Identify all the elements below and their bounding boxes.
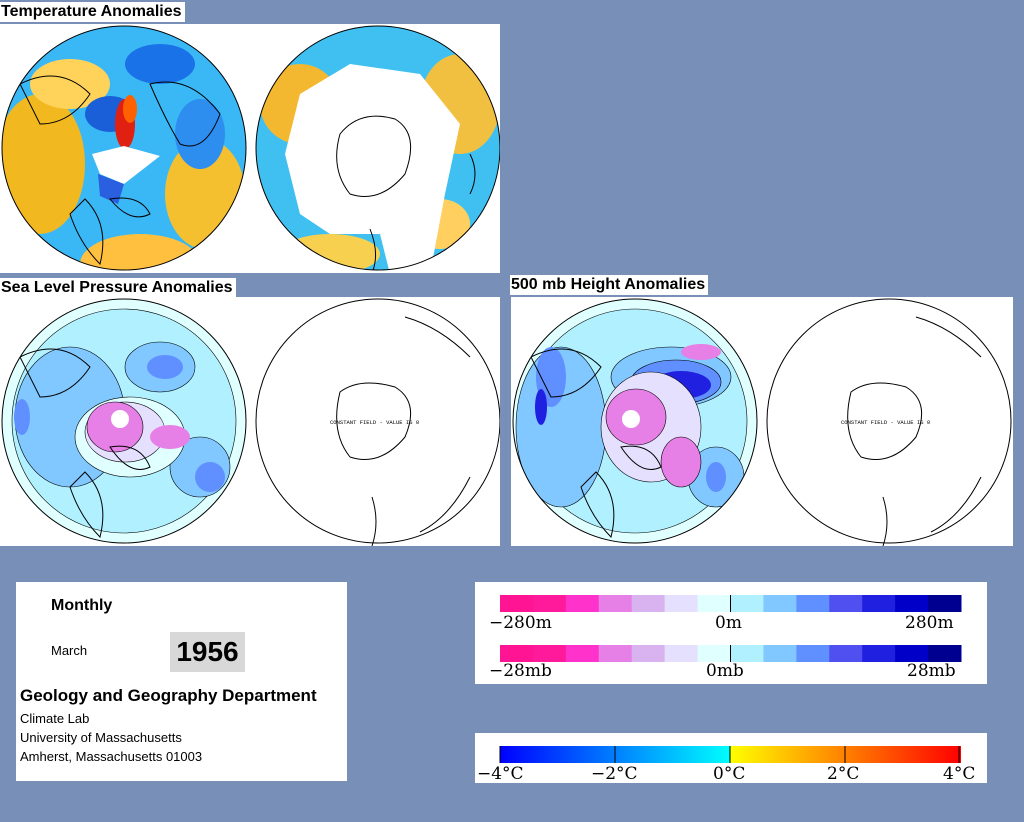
slp-constant-field-label: CONSTANT FIELD - VALUE IS 0 bbox=[330, 419, 419, 426]
pressure-colorbar-swatch bbox=[895, 645, 929, 662]
height-south-map: CONSTANT FIELD - VALUE IS 0 bbox=[766, 298, 1012, 546]
height-colorbar-swatch bbox=[928, 595, 962, 612]
pressure-colorbar-swatch bbox=[796, 645, 830, 662]
pressure-colorbar-swatch bbox=[598, 645, 633, 662]
temperature-anomalies-title: Temperature Anomalies bbox=[0, 2, 185, 22]
pressure-colorbar-swatch bbox=[829, 645, 863, 662]
height-north-map bbox=[513, 299, 757, 543]
temperature-north-map bbox=[2, 26, 246, 270]
pressure-colorbar-swatch bbox=[664, 645, 699, 662]
temperature-label-neg2: −2°C bbox=[591, 764, 638, 783]
height-zero-label: 0m bbox=[715, 613, 742, 633]
height-anomalies-title: 500 mb Height Anomalies bbox=[510, 275, 709, 295]
slp-north-map bbox=[2, 299, 246, 543]
height-constant-field-label: CONSTANT FIELD - VALUE IS 0 bbox=[841, 419, 930, 426]
pressure-colorbar-swatch bbox=[763, 645, 797, 662]
pressure-max-label: 28mb bbox=[907, 661, 956, 681]
temperature-anomalies-panel bbox=[0, 24, 500, 273]
height-max-label: 280m bbox=[905, 613, 954, 633]
pressure-colorbar-swatch bbox=[697, 645, 731, 662]
pressure-zero-label: 0mb bbox=[706, 661, 744, 681]
height-min-label: −280m bbox=[489, 613, 552, 633]
slp-anomalies-panel: CONSTANT FIELD - VALUE IS 0 bbox=[0, 297, 500, 546]
height-colorbar-swatch bbox=[862, 595, 896, 612]
pressure-colorbar-swatch bbox=[500, 645, 534, 662]
temperature-label-neg4: −4°C bbox=[477, 764, 524, 783]
pressure-colorbar-swatch bbox=[862, 645, 896, 662]
slp-south-map: CONSTANT FIELD - VALUE IS 0 bbox=[255, 298, 500, 546]
temperature-legend: −4°C −2°C 0°C 2°C 4°C bbox=[475, 733, 987, 783]
height-pressure-legend: −280m 0m 280m −28mb 0mb 28mb bbox=[475, 582, 987, 684]
pressure-min-label: −28mb bbox=[489, 661, 552, 681]
pressure-colorbar-swatch bbox=[730, 645, 764, 662]
pressure-colorbar-swatch bbox=[532, 645, 567, 662]
temperature-label-0: 0°C bbox=[713, 764, 745, 783]
height-colorbar-swatch bbox=[697, 595, 731, 612]
height-colorbar-swatch bbox=[730, 595, 764, 612]
height-colorbar-swatch bbox=[532, 595, 567, 612]
height-colorbar-swatch bbox=[763, 595, 797, 612]
temperature-south-map bbox=[256, 26, 500, 270]
height-colorbar-swatch bbox=[829, 595, 863, 612]
height-colorbar-swatch bbox=[631, 595, 666, 612]
height-colorbar-swatch bbox=[895, 595, 929, 612]
month-label: March bbox=[51, 643, 88, 658]
pressure-colorbar-swatch bbox=[631, 645, 666, 662]
info-box: Monthly March 1956 Geology and Geography… bbox=[16, 582, 347, 781]
address-line-1: Climate Lab bbox=[20, 711, 90, 726]
year-label: 1956 bbox=[170, 632, 245, 672]
temperature-label-2: 2°C bbox=[827, 764, 859, 783]
address-line-2: University of Massachusetts bbox=[20, 730, 182, 745]
department-label: Geology and Geography Department bbox=[20, 686, 317, 705]
height-colorbar-swatch bbox=[796, 595, 830, 612]
pressure-colorbar-swatch bbox=[928, 645, 962, 662]
pressure-colorbar bbox=[500, 645, 962, 662]
height-colorbar-swatch bbox=[664, 595, 699, 612]
address-line-3: Amherst, Massachusetts 01003 bbox=[20, 749, 203, 764]
period-label: Monthly bbox=[51, 597, 113, 614]
height-colorbar-swatch bbox=[500, 595, 534, 612]
height-anomalies-panel: CONSTANT FIELD - VALUE IS 0 bbox=[511, 297, 1013, 546]
height-colorbar-swatch bbox=[598, 595, 633, 612]
slp-anomalies-title: Sea Level Pressure Anomalies bbox=[0, 278, 236, 298]
temperature-label-4: 4°C bbox=[943, 764, 975, 783]
height-colorbar bbox=[500, 595, 962, 612]
height-colorbar-swatch bbox=[565, 595, 600, 612]
pressure-colorbar-swatch bbox=[565, 645, 600, 662]
